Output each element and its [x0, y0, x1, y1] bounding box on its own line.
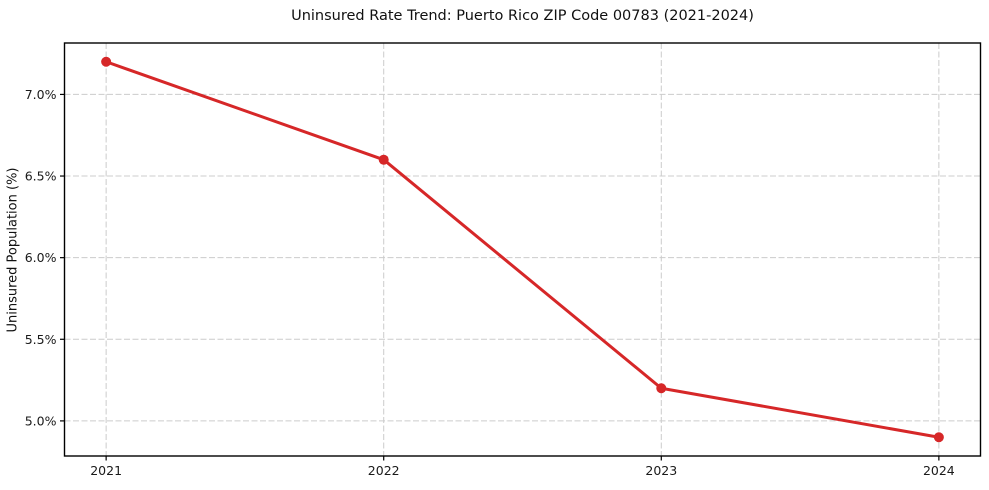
data-point-marker: [656, 383, 667, 394]
data-point-marker: [378, 154, 389, 165]
x-tick-label: 2021: [90, 463, 122, 478]
y-tick-label: 6.5%: [25, 169, 57, 184]
y-tick-label: 5.0%: [25, 413, 57, 428]
chart-title: Uninsured Rate Trend: Puerto Rico ZIP Co…: [291, 8, 754, 24]
trend-line: [104, 60, 941, 439]
x-tick-label: 2022: [368, 463, 400, 478]
axes-spines: [63, 42, 982, 457]
y-tick-label: 6.0%: [25, 250, 57, 265]
y-tick-label: 7.0%: [25, 87, 57, 102]
data-point-marker: [101, 56, 112, 67]
x-tick-label: 2024: [923, 463, 955, 478]
x-tick-label: 2023: [645, 463, 677, 478]
y-tick-label: 5.5%: [25, 332, 57, 347]
data-point-marker: [933, 432, 944, 443]
